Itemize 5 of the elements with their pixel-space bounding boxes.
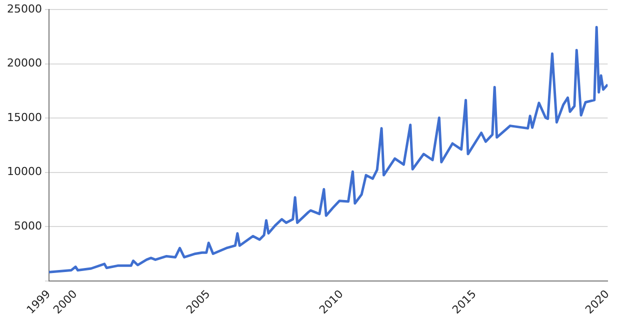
y-tick-label: 20000 [6,56,42,70]
y-tick-label: 15000 [6,110,42,124]
y-tick-label: 10000 [6,165,42,178]
y-tick-label: 25000 [6,2,42,16]
y-tick-label: 5000 [14,219,42,232]
